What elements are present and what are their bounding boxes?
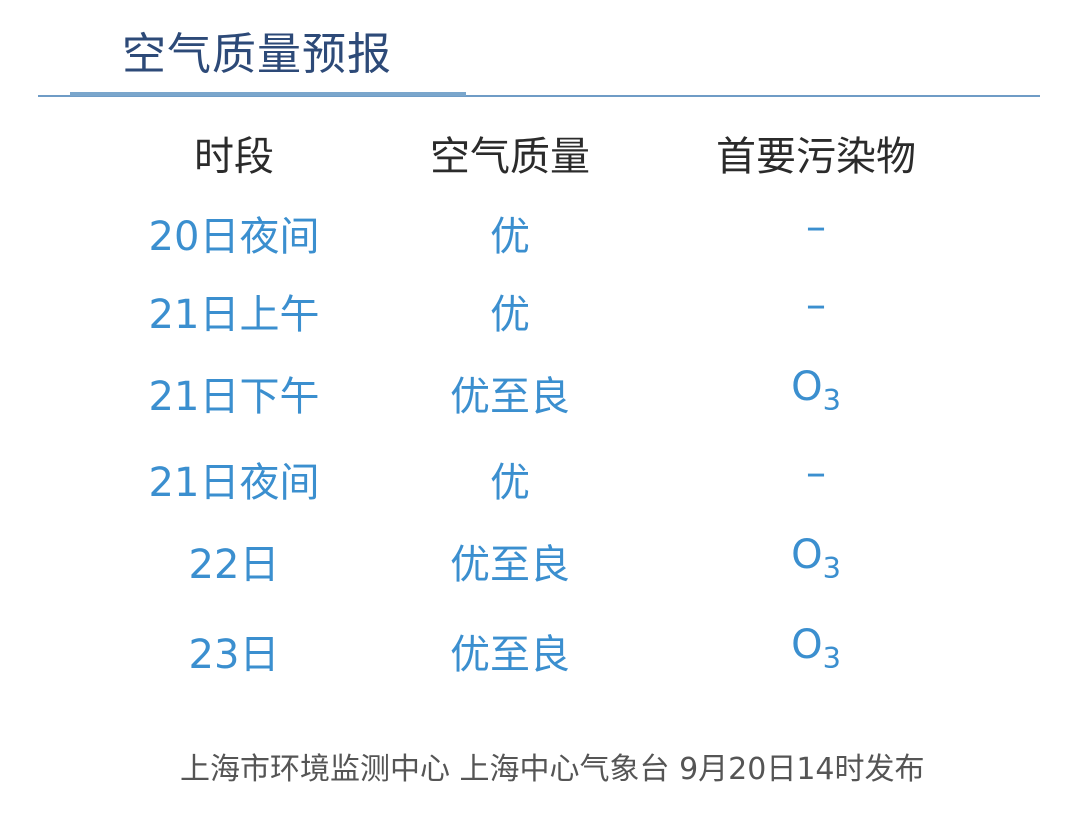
pollutant-cell: O3: [791, 622, 841, 676]
title-divider: [38, 95, 1040, 97]
page-title: 空气质量预报: [122, 29, 392, 80]
header-period: 时段: [194, 134, 274, 180]
period-cell: 21日夜间: [148, 460, 320, 506]
quality-cell: 优: [490, 292, 530, 338]
footer-source: 上海市环境监测中心 上海中心气象台 9月20日14时发布: [180, 752, 925, 787]
quality-cell: 优至良: [450, 542, 570, 588]
quality-cell: 优至良: [450, 374, 570, 420]
pollutant-cell: –: [806, 450, 826, 496]
quality-cell: 优: [490, 214, 530, 260]
header-quality: 空气质量: [430, 134, 590, 180]
period-cell: 21日下午: [148, 374, 320, 420]
title-underline-accent: [70, 92, 466, 96]
period-cell: 20日夜间: [148, 214, 320, 260]
quality-cell: 优至良: [450, 632, 570, 678]
pollutant-cell: O3: [791, 364, 841, 418]
pollutant-cell: –: [806, 282, 826, 328]
period-cell: 22日: [188, 542, 280, 588]
header-pollutant: 首要污染物: [716, 134, 916, 180]
pollutant-cell: O3: [791, 532, 841, 586]
period-cell: 23日: [188, 632, 280, 678]
quality-cell: 优: [490, 460, 530, 506]
period-cell: 21日上午: [148, 292, 320, 338]
pollutant-cell: –: [806, 204, 826, 250]
